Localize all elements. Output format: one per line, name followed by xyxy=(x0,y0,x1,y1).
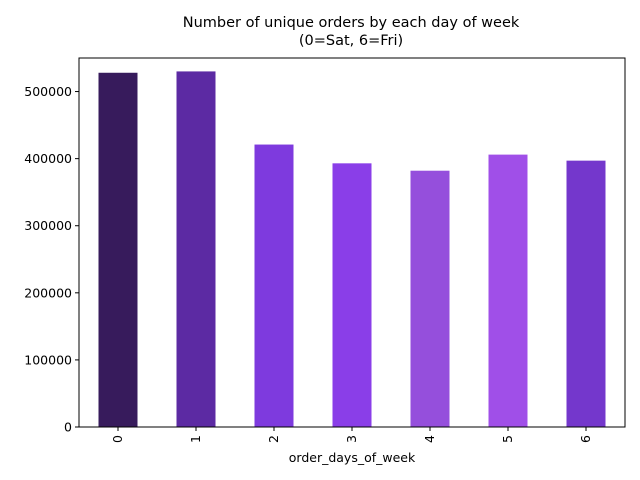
x-axis-label: order_days_of_week xyxy=(289,450,416,465)
y-tick-label: 400000 xyxy=(24,151,72,166)
bar-1 xyxy=(176,71,216,428)
bar-4 xyxy=(410,170,450,427)
x-tick-label: 5 xyxy=(500,435,515,443)
plot-frame xyxy=(78,57,626,428)
x-axis-ticks: 0 1 2 3 4 5 6 xyxy=(110,427,593,443)
y-tick-label: 500000 xyxy=(24,84,72,99)
chart-title: Number of unique orders by each day of w… xyxy=(183,15,520,31)
x-tick-label: 6 xyxy=(578,435,593,443)
x-tick-label: 0 xyxy=(110,435,125,443)
bar-0 xyxy=(98,72,138,427)
x-tick-label: 3 xyxy=(344,435,359,443)
bar-3 xyxy=(332,163,372,427)
bars-layer xyxy=(98,71,606,428)
y-tick-label: 100000 xyxy=(24,352,72,367)
bar-2 xyxy=(254,144,294,428)
x-tick-label: 4 xyxy=(422,435,437,443)
y-axis-ticks: 0 100000 200000 300000 400000 500000 xyxy=(24,84,79,435)
chart-subtitle: (0=Sat, 6=Fri) xyxy=(299,33,403,49)
x-tick-label: 1 xyxy=(188,435,203,443)
bar-5 xyxy=(488,154,528,428)
y-tick-label: 300000 xyxy=(24,218,72,233)
bar-6 xyxy=(566,160,606,427)
y-tick-label: 200000 xyxy=(24,285,72,300)
y-tick-label: 0 xyxy=(64,420,72,435)
x-tick-label: 2 xyxy=(266,435,281,443)
